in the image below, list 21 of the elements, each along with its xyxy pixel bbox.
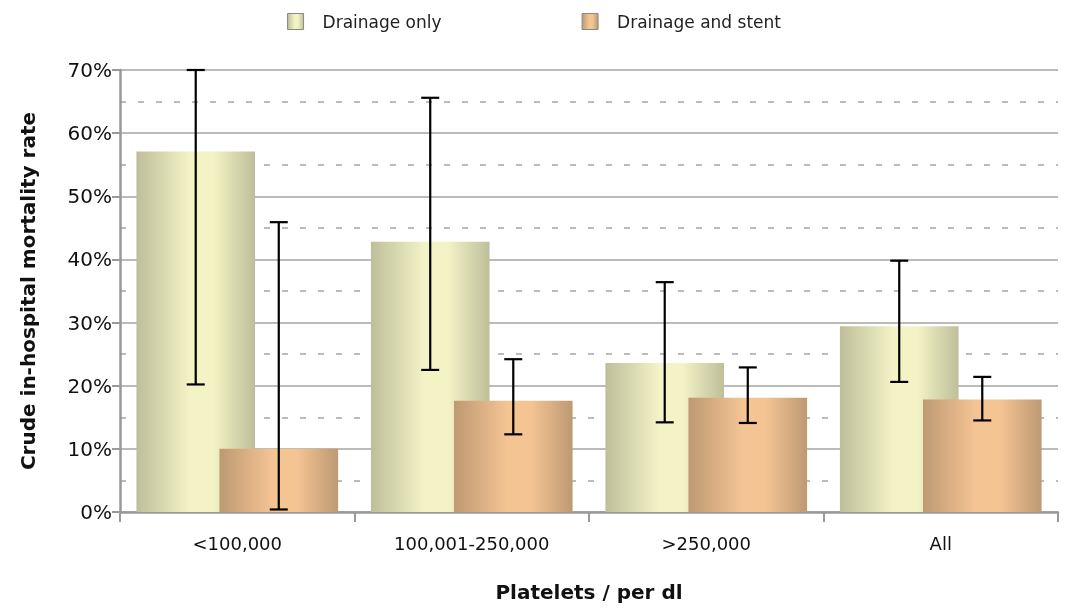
- x-tick-label: 100,001-250,000: [394, 532, 550, 554]
- bar: [219, 448, 339, 512]
- bar: [688, 397, 808, 512]
- y-tick-label: 50%: [67, 184, 112, 209]
- bar: [453, 400, 573, 512]
- x-tick-label: <100,000: [192, 532, 283, 554]
- x-axis-title: Platelets / per dl: [495, 580, 683, 604]
- bar: [922, 399, 1042, 512]
- legend-label: Drainage and stent: [617, 11, 782, 32]
- bar: [136, 151, 256, 512]
- y-tick-label: 20%: [67, 373, 112, 398]
- y-tick-label: 70%: [67, 58, 112, 82]
- y-tick-label: 60%: [67, 121, 112, 146]
- y-tick-label: 10%: [67, 436, 112, 461]
- legend-label: Drainage only: [322, 11, 442, 32]
- x-tick-label: All: [929, 532, 952, 554]
- y-tick-label: 40%: [67, 247, 112, 272]
- x-tick-label: >250,000: [661, 532, 752, 554]
- y-axis-title: Crude in-hospital mortality rate: [16, 111, 40, 471]
- y-tick-label: 0%: [80, 500, 112, 524]
- y-tick-label: 30%: [67, 310, 112, 335]
